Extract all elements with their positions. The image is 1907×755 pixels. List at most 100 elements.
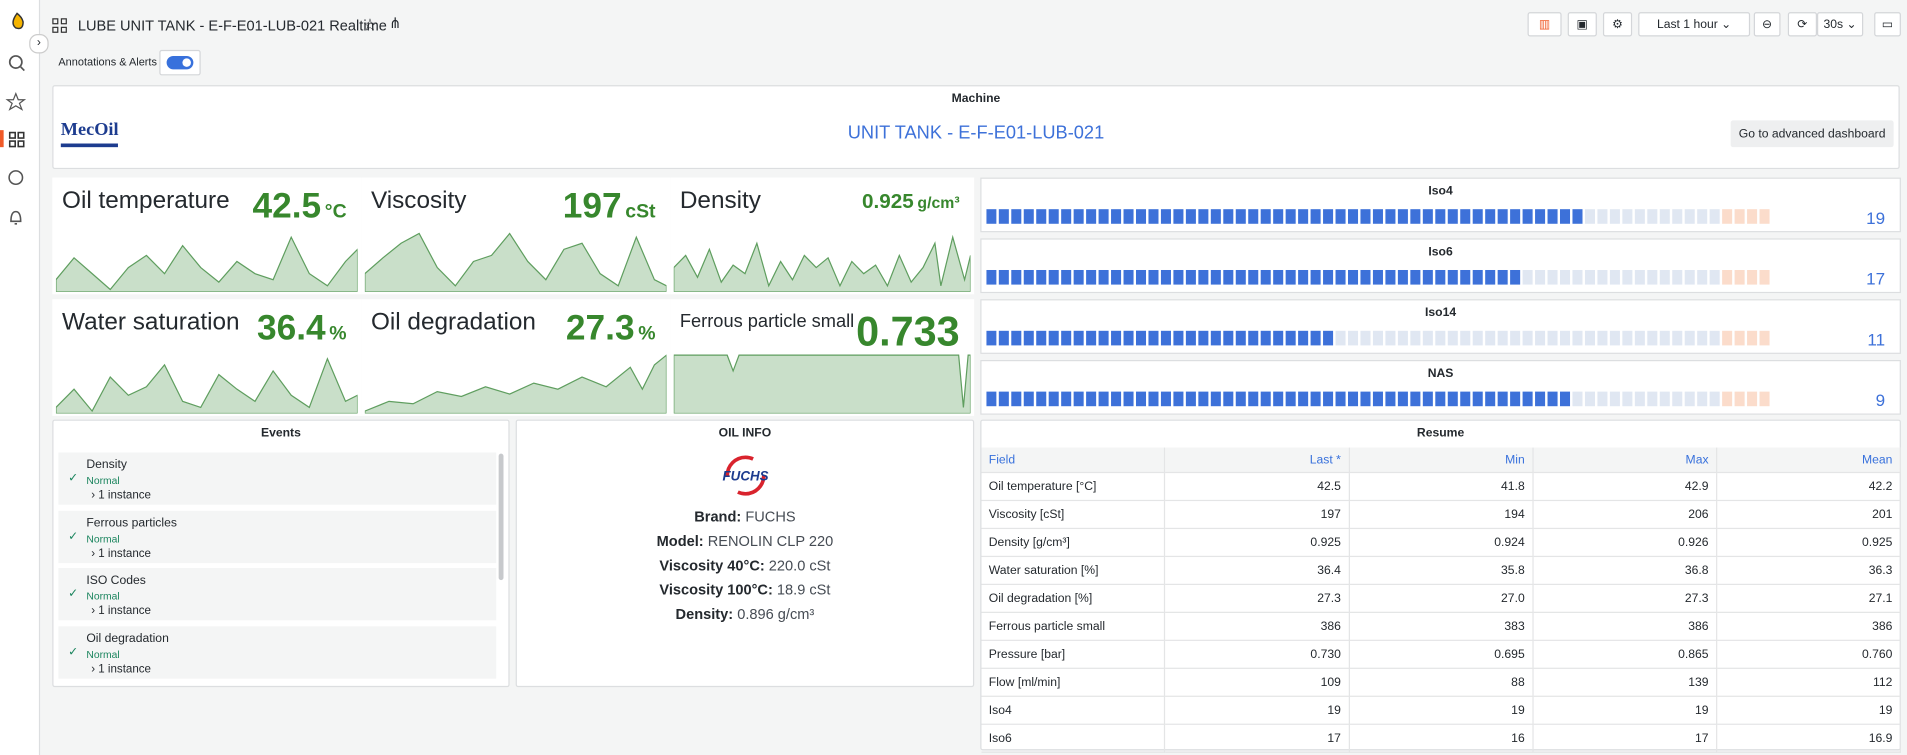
sparkline [55, 353, 358, 414]
field-label: Model: [656, 532, 704, 550]
gauge-cell-filled [1036, 209, 1047, 224]
save-button[interactable]: ▣ [1567, 12, 1597, 37]
gauge-cell-empty [1634, 330, 1645, 346]
gauge-cell-empty [1672, 330, 1683, 346]
field-label: Brand: [694, 508, 742, 526]
settings-button[interactable]: ⚙ [1602, 12, 1633, 37]
gauge-cell-empty [1584, 269, 1595, 285]
time-picker[interactable]: Last 1 hour ⌄ [1638, 12, 1751, 37]
kiosk-button[interactable]: ▭ [1874, 12, 1901, 37]
unit: % [329, 323, 347, 345]
star-button[interactable]: ☆ [362, 14, 378, 35]
gauge-cell-filled [1360, 269, 1371, 285]
gauge-cell-filled [1135, 391, 1147, 407]
oil-field: Brand: FUCHS [517, 508, 973, 525]
gauge-cell-filled [1273, 269, 1284, 285]
event-item[interactable]: ✓ Oil degradation Normal › 1 instance [58, 625, 497, 679]
search-icon[interactable] [8, 55, 23, 69]
sparkline [55, 231, 358, 292]
oil-field: Density: 0.896 g/cm³ [517, 606, 973, 623]
annotations-toggle[interactable] [159, 49, 201, 76]
gauge-cell-filled [1123, 330, 1134, 346]
explore-icon[interactable] [8, 170, 24, 186]
stat-title: Water saturation [62, 308, 240, 336]
gauge-cell-filled [1273, 209, 1284, 224]
gauge-cell-filled [1372, 209, 1383, 224]
refresh-button[interactable]: ⟳ [1787, 12, 1818, 37]
table-cell: Iso6 [981, 724, 1166, 753]
gauge-cell-filled [1248, 209, 1259, 224]
column-header[interactable]: Last * [1164, 447, 1350, 474]
refresh-interval[interactable]: 30s ⌄ [1817, 12, 1864, 37]
gauge-cell-filled [1360, 391, 1371, 407]
column-header[interactable]: Field [981, 447, 1166, 474]
event-name: Ferrous particles [86, 516, 177, 530]
sparkline-area [364, 234, 667, 292]
field-label: Viscosity 100°C: [659, 581, 773, 599]
field-label: Density: [675, 605, 734, 623]
alerting-icon[interactable] [10, 210, 22, 225]
gauge-cell-empty [1372, 330, 1383, 346]
gauge-cell-filled [1559, 209, 1571, 224]
gauge-cell-empty [1559, 330, 1571, 346]
gauge-cell-filled [1160, 269, 1171, 285]
column-header[interactable]: Min [1348, 447, 1534, 474]
gauge-cell-filled [1323, 269, 1334, 285]
starred-icon[interactable] [5, 92, 27, 111]
expand-button[interactable]: › [29, 34, 49, 54]
gauge-cell-filled [1260, 209, 1271, 224]
scrollbar[interactable] [498, 453, 504, 581]
gauge-cell-filled [1061, 391, 1072, 407]
gauge-cell-empty [1759, 330, 1770, 346]
stat-value: 0.733 [856, 309, 959, 356]
advanced-dashboard-button[interactable]: Go to advanced dashboard [1730, 120, 1894, 148]
gauge-cell-filled [1260, 269, 1271, 285]
gauge-cell-empty [1335, 330, 1346, 346]
panel-title: Events [260, 426, 301, 441]
table-row: Density [g/cm³] 0.925 0.924 0.926 0.925 [981, 528, 1901, 558]
gauge-cell-empty [1734, 391, 1745, 407]
gauge-cell-filled [1098, 330, 1109, 346]
gauge-cell-filled [1036, 391, 1047, 407]
gauge-cell-filled [986, 269, 997, 285]
event-item[interactable]: ✓ Ferrous particles Normal › 1 instance [58, 510, 497, 563]
gauge-cell-empty [1622, 209, 1633, 224]
add-panel-button[interactable]: ▥ [1527, 12, 1562, 37]
gauge-cell-filled [1086, 209, 1097, 224]
check-icon: ✓ [68, 471, 79, 486]
share-button[interactable]: ⋔ [389, 14, 402, 32]
fuchs-logo: FUCHS [723, 455, 769, 496]
table-cell: 19 [1164, 696, 1350, 725]
logo-icon[interactable] [12, 12, 24, 30]
event-item[interactable]: ✓ Density Normal › 1 instance [58, 452, 497, 505]
gauge-cell-filled [1323, 330, 1334, 346]
table-row: Oil degradation [%] 27.3 27.0 27.3 27.1 [981, 584, 1901, 613]
table-cell: 16.9 [1716, 724, 1901, 753]
value: 42.5 [252, 187, 322, 227]
dashboards-icon[interactable] [8, 131, 25, 148]
gauge-cell-filled [1298, 209, 1309, 224]
gauge-cell-filled [1310, 391, 1321, 407]
gauge-cell-empty [1747, 330, 1758, 346]
event-item[interactable]: ✓ ISO Codes Normal › 1 instance [58, 567, 497, 621]
gauge-cell-filled [1422, 269, 1433, 285]
stat-panel: Viscosity 197 cSt [361, 177, 671, 295]
gauge-cell-filled [1223, 209, 1234, 224]
column-header[interactable]: Max [1532, 447, 1718, 474]
gauge-bar [986, 391, 1770, 407]
column-header[interactable]: Mean [1716, 447, 1901, 474]
unit: g/cm³ [917, 193, 960, 212]
stat-value: 36.4% [257, 309, 347, 349]
panel-title: OIL INFO [718, 426, 772, 441]
gauge-cell-empty [1634, 209, 1645, 224]
table-cell: 112 [1716, 668, 1901, 697]
gauge-cell-filled [1335, 209, 1346, 224]
gauge-cell-empty [1659, 269, 1670, 285]
zoom-out-button[interactable]: ⊖ [1753, 12, 1781, 37]
table-cell: 109 [1164, 668, 1350, 697]
gauge-cell-filled [1173, 391, 1184, 407]
gauge-cell-empty [1634, 391, 1645, 407]
table-cell: 16 [1348, 724, 1534, 753]
gauge-cell-filled [1535, 391, 1546, 407]
gauge-cell-empty [1722, 269, 1733, 285]
